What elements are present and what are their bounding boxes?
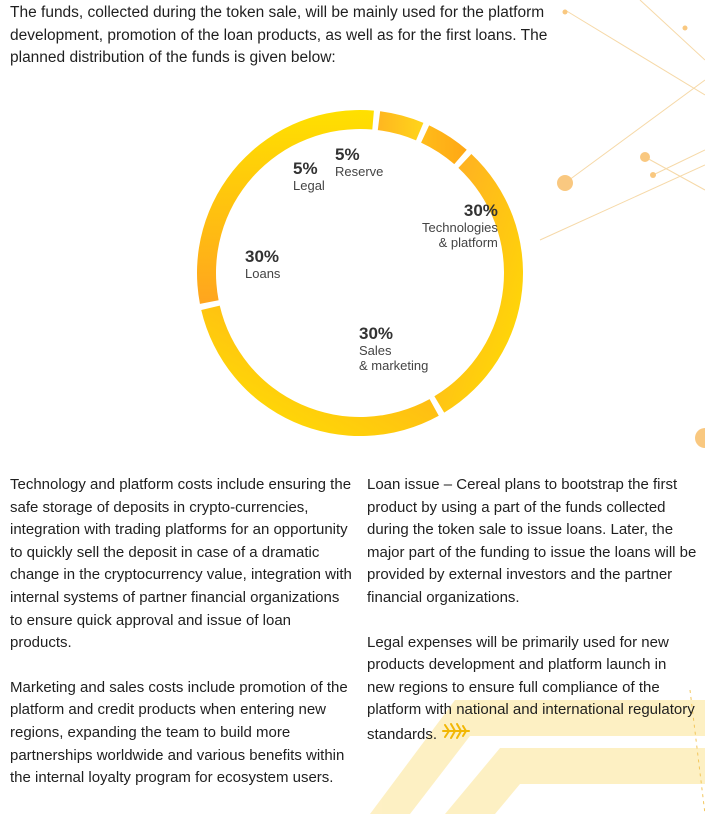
technology-costs-paragraph: Technology and platform costs include en… bbox=[10, 476, 352, 652]
segment-label-legal: 5% Legal bbox=[293, 159, 325, 193]
wheat-leaf-icon bbox=[441, 722, 471, 748]
marketing-costs-paragraph: Marketing and sales costs include promot… bbox=[10, 678, 348, 787]
donut-segment-loans bbox=[197, 109, 374, 304]
donut-segment-reserve bbox=[421, 125, 467, 165]
segment-label-reserve: 5% Reserve bbox=[335, 145, 384, 179]
donut-segment-legal bbox=[377, 111, 424, 141]
loan-issue-paragraph: Loan issue – Cereal plans to bootstrap t… bbox=[367, 476, 697, 606]
right-text-column: Loan issue – Cereal plans to bootstrap t… bbox=[367, 474, 697, 770]
funds-distribution-chart: 30% Technologies & platform 30% Sales & … bbox=[190, 103, 530, 443]
segment-label-loans: 30% Loans bbox=[245, 247, 281, 281]
segment-label-technologies: 30% Technologies & platform bbox=[422, 201, 498, 250]
donut-segment-technologies bbox=[434, 153, 523, 413]
legal-expenses-text: Legal expenses will be primarily used fo… bbox=[367, 633, 695, 743]
intro-paragraph: The funds, collected during the token sa… bbox=[10, 4, 548, 66]
donut-segment-sales-marketing bbox=[201, 305, 439, 436]
legal-expenses-paragraph: Legal expenses will be primarily used fo… bbox=[367, 632, 697, 748]
donut-chart bbox=[197, 109, 523, 436]
segment-label-sales-marketing: 30% Sales & marketing bbox=[359, 324, 429, 373]
left-text-column: Technology and platform costs include en… bbox=[10, 474, 355, 812]
